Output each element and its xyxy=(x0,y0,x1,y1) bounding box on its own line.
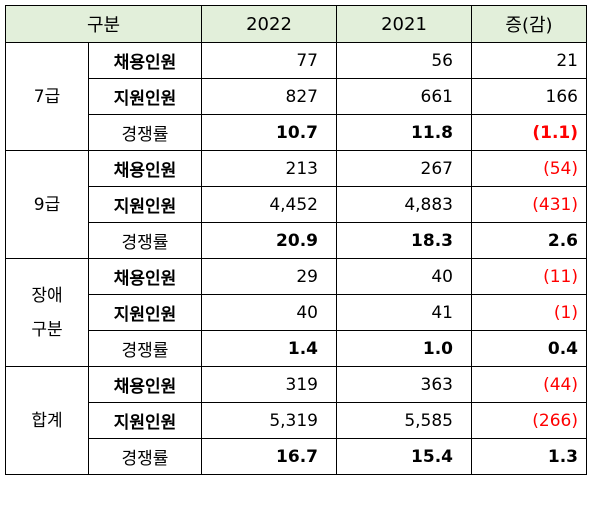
change-value: 166 xyxy=(471,78,587,115)
year-2021-value: 56 xyxy=(336,42,472,79)
group-label-text: 합계 xyxy=(31,410,63,431)
table-row: 경쟁률 10.7 11.8 (1.1) xyxy=(6,114,587,151)
year-2022-value: 20.9 xyxy=(201,222,337,259)
row-label: 지원인원 xyxy=(88,294,202,331)
table-row: 7급 채용인원 77 56 21 xyxy=(5,42,587,151)
row-label: 경쟁률 xyxy=(88,222,202,259)
year-2022-value: 10.7 xyxy=(201,114,337,151)
year-2022-value: 40 xyxy=(201,294,337,331)
year-2022-value: 29 xyxy=(201,258,337,295)
group-label-text: 7급 xyxy=(33,86,61,107)
recruitment-table-container: 구분 2022 2021 증(감) 7급 채용인원 77 56 21 지원인원 827 661… xyxy=(5,5,587,475)
row-label: 지원인원 xyxy=(88,78,202,115)
header-2021: 2021 xyxy=(336,5,472,43)
change-value: 0.4 xyxy=(471,330,587,367)
change-value: (1.1) xyxy=(471,114,587,151)
change-value: (44) xyxy=(471,366,587,403)
change-value: (266) xyxy=(471,402,587,439)
table-row: 지원인원 827 661 166 xyxy=(6,78,587,115)
change-value: (1) xyxy=(471,294,587,331)
header-change: 증(감) xyxy=(471,5,587,43)
row-label: 채용인원 xyxy=(88,42,202,79)
change-value: 21 xyxy=(471,42,587,79)
row-label: 채용인원 xyxy=(88,258,202,295)
year-2022-value: 77 xyxy=(201,42,337,79)
table-row: 9급 채용인원 213 267 (54) xyxy=(5,150,587,259)
table-row: 경쟁률 20.9 18.3 2.6 xyxy=(6,222,587,259)
year-2022-value: 1.4 xyxy=(201,330,337,367)
table-row: 장애 구분 채용인원 29 40 (11) xyxy=(5,258,587,367)
row-label: 지원인원 xyxy=(88,402,202,439)
change-value: (54) xyxy=(471,150,587,187)
year-2022-value: 213 xyxy=(201,150,337,187)
row-label: 경쟁률 xyxy=(88,114,202,151)
year-2022-value: 5,319 xyxy=(201,402,337,439)
change-value: (11) xyxy=(471,258,587,295)
table-row: 경쟁률 16.7 15.4 1.3 xyxy=(6,438,587,475)
change-value: (431) xyxy=(471,186,587,223)
row-label: 채용인원 xyxy=(88,366,202,403)
group-label: 9급 xyxy=(5,150,89,259)
year-2021-value: 1.0 xyxy=(336,330,472,367)
change-value: 1.3 xyxy=(471,438,587,475)
year-2021-value: 5,585 xyxy=(336,402,472,439)
table-row: 지원인원 5,319 5,585 (266) xyxy=(6,402,587,439)
header-category: 구분 xyxy=(5,5,202,43)
row-label: 채용인원 xyxy=(88,150,202,187)
year-2021-value: 661 xyxy=(336,78,472,115)
year-2021-value: 18.3 xyxy=(336,222,472,259)
year-2022-value: 827 xyxy=(201,78,337,115)
table-row: 경쟁률 1.4 1.0 0.4 xyxy=(6,330,587,367)
group-label-text: 장애 구분 xyxy=(31,285,63,340)
group-label: 합계 xyxy=(5,366,89,475)
year-2021-value: 267 xyxy=(336,150,472,187)
group-label: 7급 xyxy=(5,42,89,151)
group-label-text: 9급 xyxy=(33,194,61,215)
year-2021-value: 40 xyxy=(336,258,472,295)
row-label: 경쟁률 xyxy=(88,438,202,475)
table-row: 지원인원 40 41 (1) xyxy=(6,294,587,331)
year-2022-value: 319 xyxy=(201,366,337,403)
change-value: 2.6 xyxy=(471,222,587,259)
year-2021-value: 363 xyxy=(336,366,472,403)
table-row: 합계 채용인원 319 363 (44) xyxy=(5,366,587,475)
year-2021-value: 11.8 xyxy=(336,114,472,151)
row-label: 지원인원 xyxy=(88,186,202,223)
year-2022-value: 16.7 xyxy=(201,438,337,475)
header-2022: 2022 xyxy=(201,5,337,43)
table-body: 7급 채용인원 77 56 21 지원인원 827 661 166 경쟁률 10.7 11.8 (1.1… xyxy=(5,42,587,475)
year-2021-value: 41 xyxy=(336,294,472,331)
year-2021-value: 15.4 xyxy=(336,438,472,475)
header-row: 구분 2022 2021 증(감) xyxy=(5,5,587,43)
table-row: 지원인원 4,452 4,883 (431) xyxy=(6,186,587,223)
group-label: 장애 구분 xyxy=(5,258,89,367)
year-2021-value: 4,883 xyxy=(336,186,472,223)
year-2022-value: 4,452 xyxy=(201,186,337,223)
row-label: 경쟁률 xyxy=(88,330,202,367)
recruitment-table: 구분 2022 2021 증(감) 7급 채용인원 77 56 21 지원인원 827 661… xyxy=(5,5,587,475)
